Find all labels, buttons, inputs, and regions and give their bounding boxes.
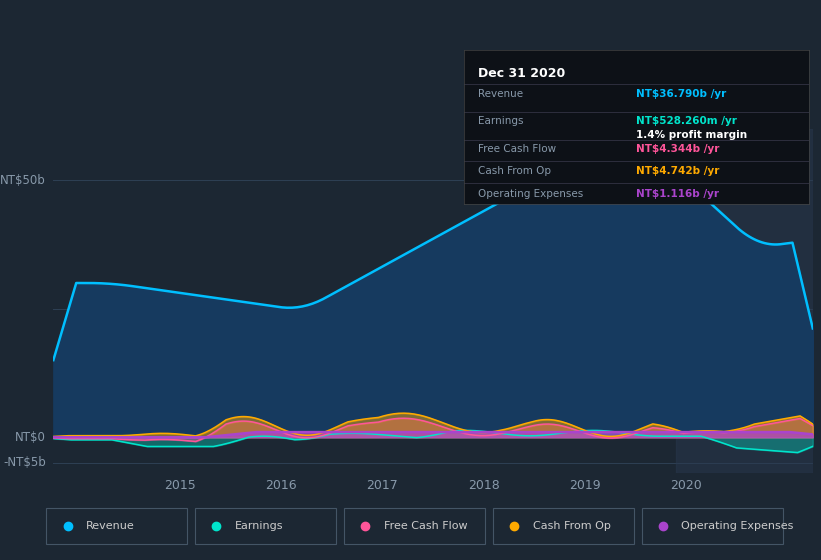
Text: Cash From Op: Cash From Op bbox=[533, 521, 611, 531]
Text: Free Cash Flow: Free Cash Flow bbox=[383, 521, 467, 531]
Bar bbox=[642, 508, 783, 544]
Text: 1.4% profit margin: 1.4% profit margin bbox=[636, 130, 747, 140]
Text: Operating Expenses: Operating Expenses bbox=[478, 189, 583, 199]
Text: NT$0: NT$0 bbox=[15, 431, 46, 444]
Text: NT$50b: NT$50b bbox=[0, 174, 46, 186]
Text: NT$4.344b /yr: NT$4.344b /yr bbox=[636, 144, 720, 154]
Bar bbox=[676, 129, 813, 473]
Bar bbox=[344, 508, 485, 544]
Text: Free Cash Flow: Free Cash Flow bbox=[478, 144, 556, 154]
Text: NT$36.790b /yr: NT$36.790b /yr bbox=[636, 88, 727, 99]
Text: Earnings: Earnings bbox=[235, 521, 283, 531]
Text: Earnings: Earnings bbox=[478, 116, 523, 126]
Bar bbox=[46, 508, 187, 544]
Text: Operating Expenses: Operating Expenses bbox=[681, 521, 794, 531]
Text: Cash From Op: Cash From Op bbox=[478, 166, 551, 175]
Text: NT$1.116b /yr: NT$1.116b /yr bbox=[636, 189, 719, 199]
Text: -NT$5b: -NT$5b bbox=[3, 456, 46, 469]
Text: Revenue: Revenue bbox=[478, 88, 523, 99]
Bar bbox=[195, 508, 337, 544]
Text: Revenue: Revenue bbox=[86, 521, 135, 531]
Text: NT$4.742b /yr: NT$4.742b /yr bbox=[636, 166, 720, 175]
Text: Dec 31 2020: Dec 31 2020 bbox=[478, 67, 565, 80]
Text: NT$528.260m /yr: NT$528.260m /yr bbox=[636, 116, 737, 126]
Bar bbox=[493, 508, 634, 544]
